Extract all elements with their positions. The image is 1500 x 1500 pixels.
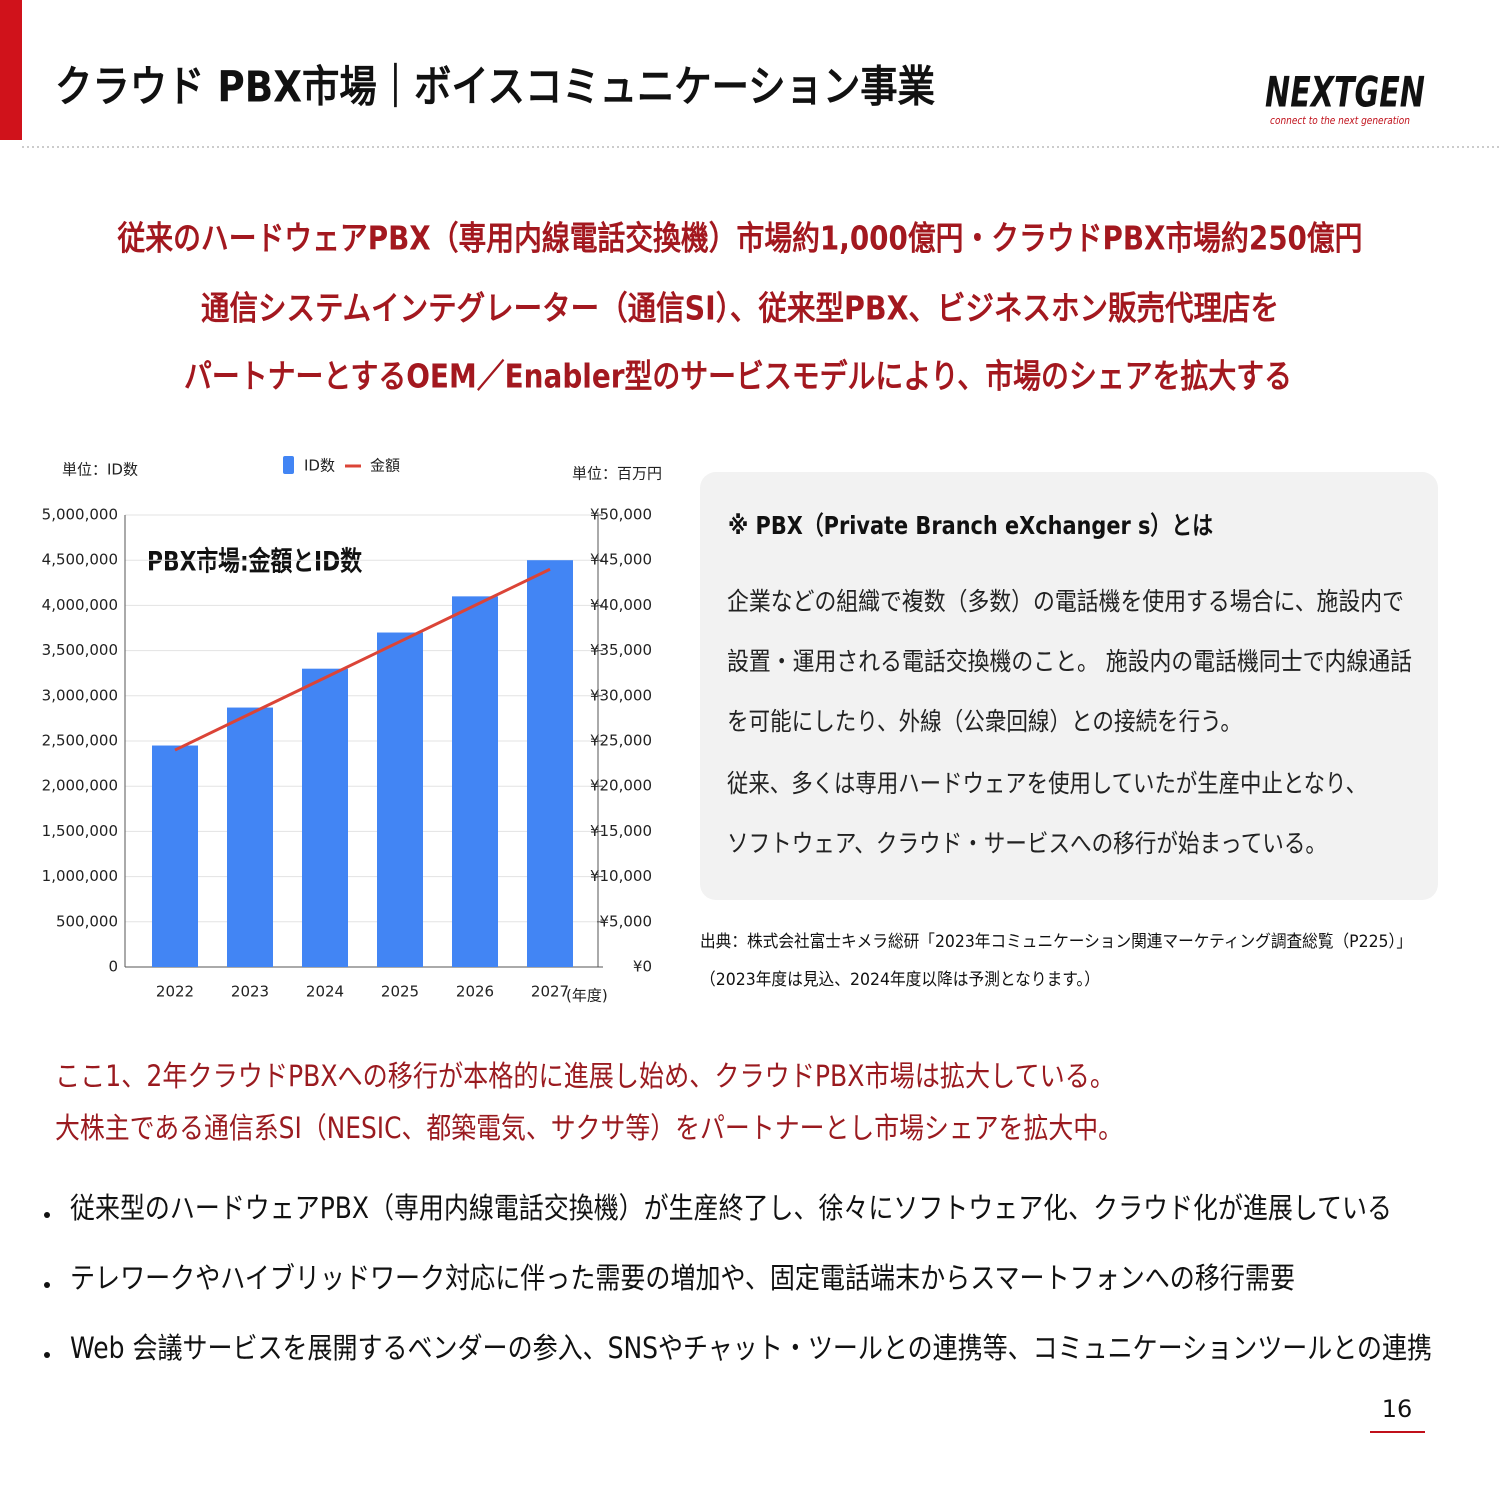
x-tick-label: 2025 <box>381 983 419 1001</box>
bar <box>527 560 573 967</box>
page-number: 16 <box>1382 1395 1413 1423</box>
y2-tick-label: ¥30,000 <box>590 686 652 704</box>
y2-tick-label: ¥15,000 <box>590 822 652 840</box>
bar <box>152 745 198 967</box>
headline: 従来のハードウェアPBX（専用内線電話交換機）市場約1,000億円・クラウドPB… <box>117 219 1363 258</box>
definition-line: 従来、多くは専用ハードウェアを使用していたが生産中止となり、 <box>727 769 1367 798</box>
definition-line: ソフトウェア、クラウド・サービスへの移行が始まっている。 <box>727 829 1327 858</box>
y-tick-label: 4,000,000 <box>42 596 118 614</box>
definition-line: 企業などの組織で複数（多数）の電話機を使用する場合に、施設内で <box>727 587 1404 616</box>
y-tick-label: 3,000,000 <box>42 686 118 704</box>
x-tick-label: 2027 <box>531 983 569 1001</box>
bullet: テレワークやハイブリッドワーク対応に伴った需要の増加や、固定電話端末からスマート… <box>70 1261 1295 1295</box>
logo-tagline: connect to the next generation <box>1270 114 1410 127</box>
legend-label: 金額 <box>370 457 400 475</box>
logo: NEXTGEN <box>1265 68 1425 117</box>
accent-bar <box>0 0 22 140</box>
chart: 単位：ID数 単位：百万円 (年度) PBX市場:金額とID数 0 500,000… <box>42 456 662 1005</box>
bullet-dot <box>44 1212 50 1218</box>
legend-label: ID数 <box>304 457 335 475</box>
note: ここ1、2年クラウドPBXへの移行が本格的に進展し始め、クラウドPBX市場は拡大… <box>55 1059 1115 1093</box>
bullet: 従来型のハードウェアPBX（専用内線電話交換機）が生産終了し、徐々にソフトウェア… <box>70 1191 1392 1225</box>
y2-tick-label: ¥45,000 <box>590 551 652 569</box>
x-unit: (年度) <box>566 987 608 1005</box>
source: 出典：株式会社富士キメラ総研「2023年コミュニケーション関連マーケティング調査… <box>700 932 1412 952</box>
y2-tick-label: ¥20,000 <box>590 777 652 795</box>
y2-tick-label: ¥50,000 <box>590 506 652 524</box>
y-tick-label: 0 <box>108 958 118 976</box>
chart-title: PBX市場:金額とID数 <box>147 546 363 578</box>
slide-title: クラウド PBX市場｜ボイスコミュニケーション事業 <box>55 63 935 113</box>
definition-line: 設置・運用される電話交換機のこと。 施設内の電話機同士で内線通話 <box>727 647 1412 676</box>
y2-tick-label: ¥25,000 <box>590 732 652 750</box>
definition-box <box>700 472 1438 900</box>
y-tick-label: 1,500,000 <box>42 822 118 840</box>
y2-tick-label: ¥10,000 <box>590 867 652 885</box>
y-tick-label: 2,500,000 <box>42 732 118 750</box>
bullet-dot <box>44 1282 50 1288</box>
bar <box>452 596 498 967</box>
x-tick-label: 2024 <box>306 983 344 1001</box>
y-tick-label: 4,500,000 <box>42 551 118 569</box>
y-unit: 単位：ID数 <box>62 461 138 479</box>
y2-unit: 単位：百万円 <box>572 465 662 483</box>
y2-tick-label: ¥0 <box>633 958 652 976</box>
y-tick-label: 500,000 <box>56 912 118 930</box>
bar <box>302 668 348 967</box>
y-tick-label: 1,000,000 <box>42 867 118 885</box>
source: （2023年度は見込、2024年度以降は予測となります。） <box>700 970 1100 990</box>
x-tick-label: 2022 <box>156 983 194 1001</box>
y-tick-label: 2,000,000 <box>42 777 118 795</box>
note: 大株主である通信系SI（NESIC、都築電気、サクサ等）をパートナーとし市場シェ… <box>55 1111 1123 1145</box>
bullet: Web 会議サービスを展開するベンダーの参入、SNSやチャット・ツールとの連携等… <box>70 1331 1432 1365</box>
definition-line: を可能にしたり、外線（公衆回線）との接続を行う。 <box>727 707 1242 736</box>
bullet-dot <box>44 1352 50 1358</box>
y-tick-label: 5,000,000 <box>42 506 118 524</box>
x-tick-label: 2023 <box>231 983 269 1001</box>
definition-title: ※ PBX（Private Branch eXchanger s）とは <box>728 511 1213 540</box>
bar <box>377 632 423 967</box>
x-tick-label: 2026 <box>456 983 494 1001</box>
line <box>174 567 551 752</box>
y2-tick-label: ¥40,000 <box>590 596 652 614</box>
y-tick-label: 3,500,000 <box>42 641 118 659</box>
headline: パートナーとするOEM／Enabler型のサービスモデルにより、市場のシェアを拡… <box>184 357 1292 396</box>
bar <box>227 707 273 967</box>
y2-tick-label: ¥5,000 <box>600 912 653 930</box>
legend-swatch <box>283 456 294 474</box>
headline: 通信システムインテグレーター（通信SI）、従来型PBX、ビジネスホン販売代理店を <box>201 289 1279 328</box>
y2-tick-label: ¥35,000 <box>590 641 652 659</box>
